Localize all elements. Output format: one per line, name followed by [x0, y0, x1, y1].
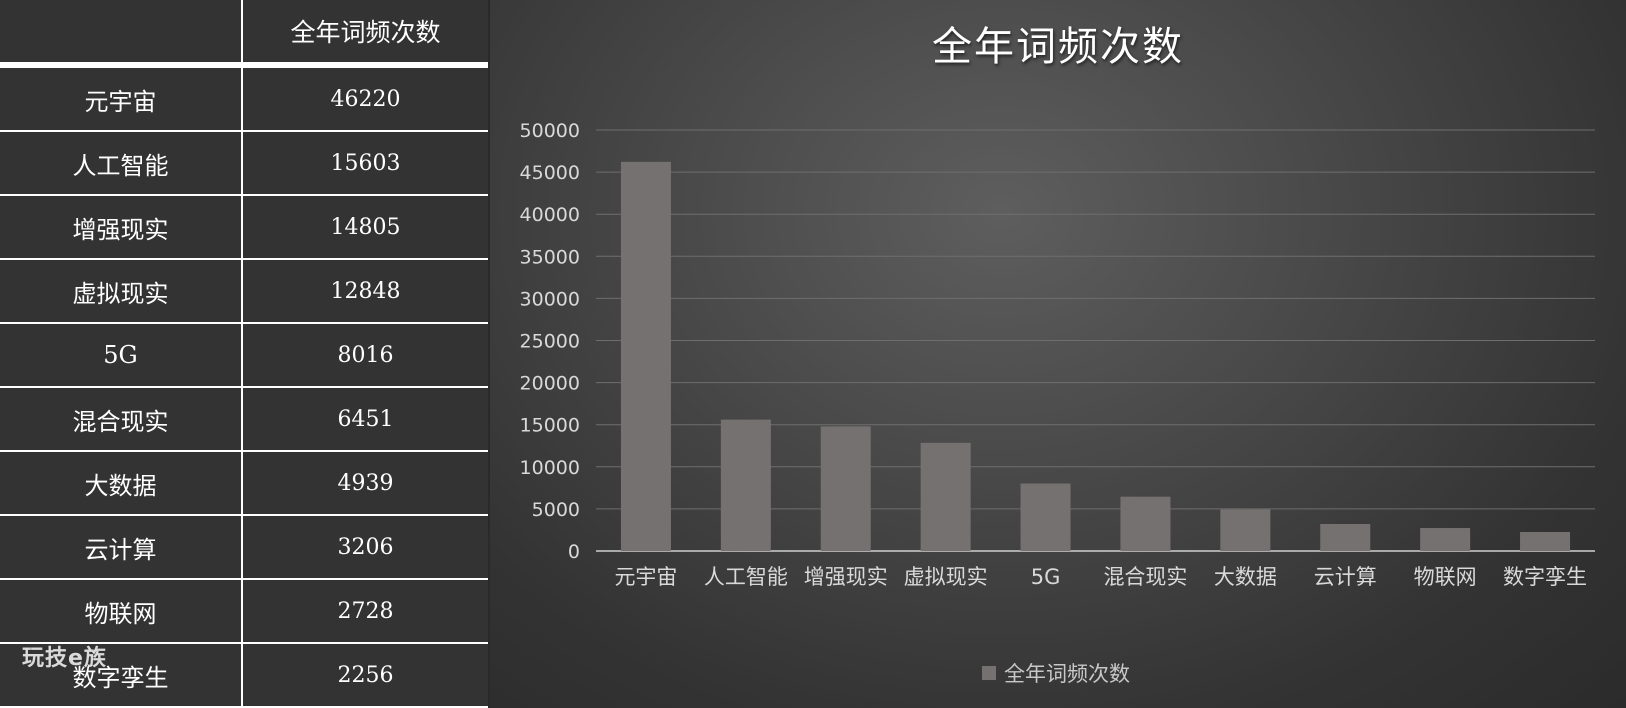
table-cell-count: 6451 [243, 388, 488, 450]
x-category-label: 混合现实 [1103, 565, 1187, 589]
bar [1420, 528, 1471, 551]
table-cell-count: 12848 [243, 260, 488, 322]
x-category-label: 数字孪生 [1503, 565, 1587, 589]
x-category-label: 云计算 [1314, 565, 1377, 589]
table-cell-count: 4939 [243, 452, 488, 514]
y-tick-label: 30000 [520, 288, 580, 310]
legend-swatch [982, 666, 996, 680]
bar [1120, 496, 1171, 551]
y-tick-label: 40000 [520, 204, 580, 226]
y-tick-label: 5000 [532, 499, 580, 521]
table-cell-term: 大数据 [0, 452, 241, 514]
x-category-label: 物联网 [1414, 565, 1477, 589]
y-tick-label: 0 [568, 541, 580, 563]
x-category-label: 人工智能 [704, 565, 788, 589]
table-cell-term: 元宇宙 [0, 68, 241, 130]
bar-chart: 0 5000 10000 15000 20000 25000 30000 35000 40000… [520, 120, 1595, 589]
x-category-label: 大数据 [1214, 565, 1277, 589]
y-tick-label: 25000 [520, 331, 580, 353]
table-cell-term: 增强现实 [0, 196, 241, 258]
table-cell-term: 物联网 [0, 580, 241, 642]
x-category-label: 虚拟现实 [904, 565, 988, 589]
table-cell-term: 云计算 [0, 516, 241, 578]
table-cell-term: 数字孪生 [0, 644, 241, 706]
bar [620, 161, 671, 551]
table-cell-count: 2728 [243, 580, 488, 642]
bar [1520, 532, 1571, 551]
bar [920, 442, 971, 551]
table-cell-count: 46220 [243, 68, 488, 130]
watermark: 玩技e族 [22, 646, 107, 671]
y-tick-label: 50000 [520, 120, 580, 142]
chart-title: 全年词频次数 [932, 24, 1184, 70]
table-cell-term: 混合现实 [0, 388, 241, 450]
table-cell-term: 虚拟现实 [0, 260, 241, 322]
table-cell-count: 14805 [243, 196, 488, 258]
table-cell-count: 2256 [243, 644, 488, 706]
legend-label: 全年词频次数 [1004, 662, 1130, 686]
table-cell-term: 5G [0, 324, 241, 386]
bar [720, 419, 771, 551]
table-cell-term: 人工智能 [0, 132, 241, 194]
y-tick-label: 10000 [520, 457, 580, 479]
chart-legend: 全年词频次数 [982, 658, 1130, 688]
table-header-count: 全年词频次数 [243, 0, 488, 62]
bar [820, 426, 871, 551]
x-category-label: 5G [1031, 565, 1061, 589]
bar [1020, 483, 1071, 551]
data-table-panel: 全年词频次数 元宇宙 46220 人工智能 15603 增强现实 14805 虚拟现实 1284… [0, 0, 488, 708]
data-table: 全年词频次数 元宇宙 46220 人工智能 15603 增强现实 14805 虚拟现实 1284… [0, 0, 488, 708]
x-category-label: 增强现实 [804, 565, 888, 589]
bar [1320, 524, 1371, 551]
y-tick-label: 20000 [520, 373, 580, 395]
table-header-empty [0, 0, 241, 62]
y-tick-label: 15000 [520, 415, 580, 437]
y-tick-label: 45000 [520, 162, 580, 184]
x-category-label: 元宇宙 [614, 565, 677, 589]
table-cell-count: 3206 [243, 516, 488, 578]
table-cell-count: 8016 [243, 324, 488, 386]
y-tick-label: 35000 [520, 246, 580, 268]
bar [1220, 509, 1271, 551]
table-cell-count: 15603 [243, 132, 488, 194]
chart-panel: 全年词频次数 0 5000 10000 15000 20000 25000 30000 350… [490, 0, 1626, 708]
